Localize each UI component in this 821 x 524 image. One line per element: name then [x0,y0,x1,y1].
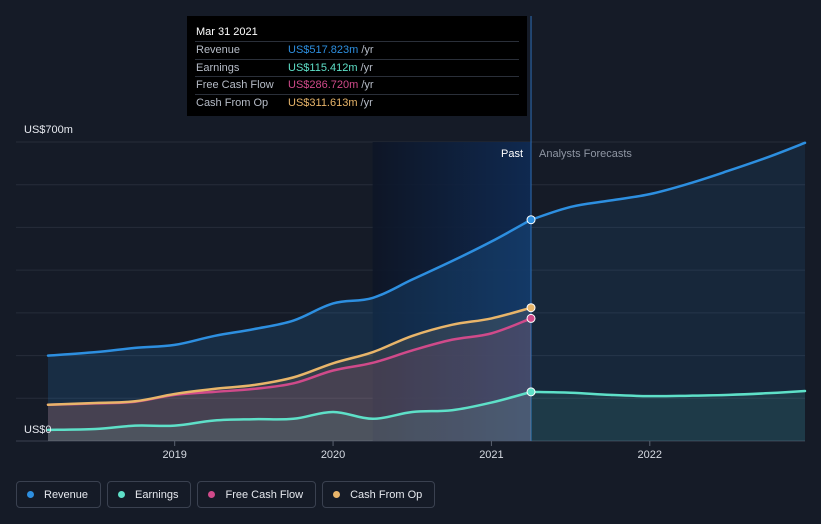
tooltip-row-fcf: Free Cash Flow US$286.720m /yr [195,76,519,94]
earnings-line [46,390,533,432]
x-tick-label: 2020 [321,449,345,461]
legend-fcf-dot [208,491,216,498]
tooltip-fcf-unit: /yr [361,79,374,91]
tooltip-revenue-value: US$517.823m [288,44,359,56]
cash-from-op-marker [526,303,536,313]
tooltip-earnings-value: US$115.412m [288,61,358,74]
tooltip: Mar 31 2021 Revenue US$517.823m /yr Earn… [187,16,527,116]
past-highlight-band [372,142,532,441]
tooltip-row-revenue: Revenue US$517.823m /yr [195,41,519,59]
x-tick-label: 2019 [162,449,186,461]
tooltip-revenue-unit: /yr [361,44,374,56]
tooltip-revenue-name: Revenue [196,44,241,56]
legend-revenue-dot [27,491,34,498]
tooltip-fcf-value: US$286.720m [288,79,359,91]
free-cash-flow-area [48,318,532,441]
revenue-forecast-line [529,141,807,221]
x-tick-label: 2021 [479,449,503,461]
cash-from-op-area [48,307,532,441]
legend-fcf-label: Free Cash Flow [225,488,304,501]
legend-cash-from-op[interactable]: Cash From Op [322,481,436,508]
tooltip-row-earnings: Earnings US$115.412m /yr [195,58,519,77]
y-axis-top-label: US$700m [24,124,73,136]
tooltip-earnings-name: Earnings [196,61,240,74]
revenue-area [48,219,532,441]
legend: Revenue Earnings Free Cash Flow Cash Fro… [16,481,436,508]
legend-earnings-dot [118,491,126,498]
legend-earnings-label: Earnings [135,488,179,501]
earnings-area [48,391,532,441]
cash-from-op-line [46,306,533,406]
legend-earnings[interactable]: Earnings [107,481,192,508]
legend-revenue-label: Revenue [44,488,89,501]
forecast-label: Analysts Forecasts [539,148,632,160]
past-label: Past [501,148,523,160]
tooltip-date: Mar 31 2021 [196,26,258,38]
free-cash-flow-marker [526,313,536,323]
tooltip-cfo-name: Cash From Op [196,96,269,109]
earnings-forecast-line [529,389,807,398]
legend-revenue[interactable]: Revenue [16,481,102,508]
tooltip-earnings-unit: /yr [360,61,373,74]
x-tick-label: 2022 [638,449,662,461]
tooltip-cfo-unit: /yr [360,96,373,109]
revenue-marker [526,215,536,225]
revenue-line [46,218,533,357]
tooltip-fcf-name: Free Cash Flow [196,79,274,91]
tooltip-cfo-value: US$311.613m [288,96,358,109]
legend-cfo-label: Cash From Op [350,488,423,501]
tooltip-row-cfo: Cash From Op US$311.613m /yr [195,93,519,112]
legend-cfo-dot [333,491,341,498]
legend-free-cash-flow[interactable]: Free Cash Flow [197,481,317,508]
revenue-forecast-area [531,142,805,441]
earnings-marker [526,387,536,397]
earnings-forecast-area [531,391,805,441]
y-axis-bottom-label: US$0 [24,424,52,436]
